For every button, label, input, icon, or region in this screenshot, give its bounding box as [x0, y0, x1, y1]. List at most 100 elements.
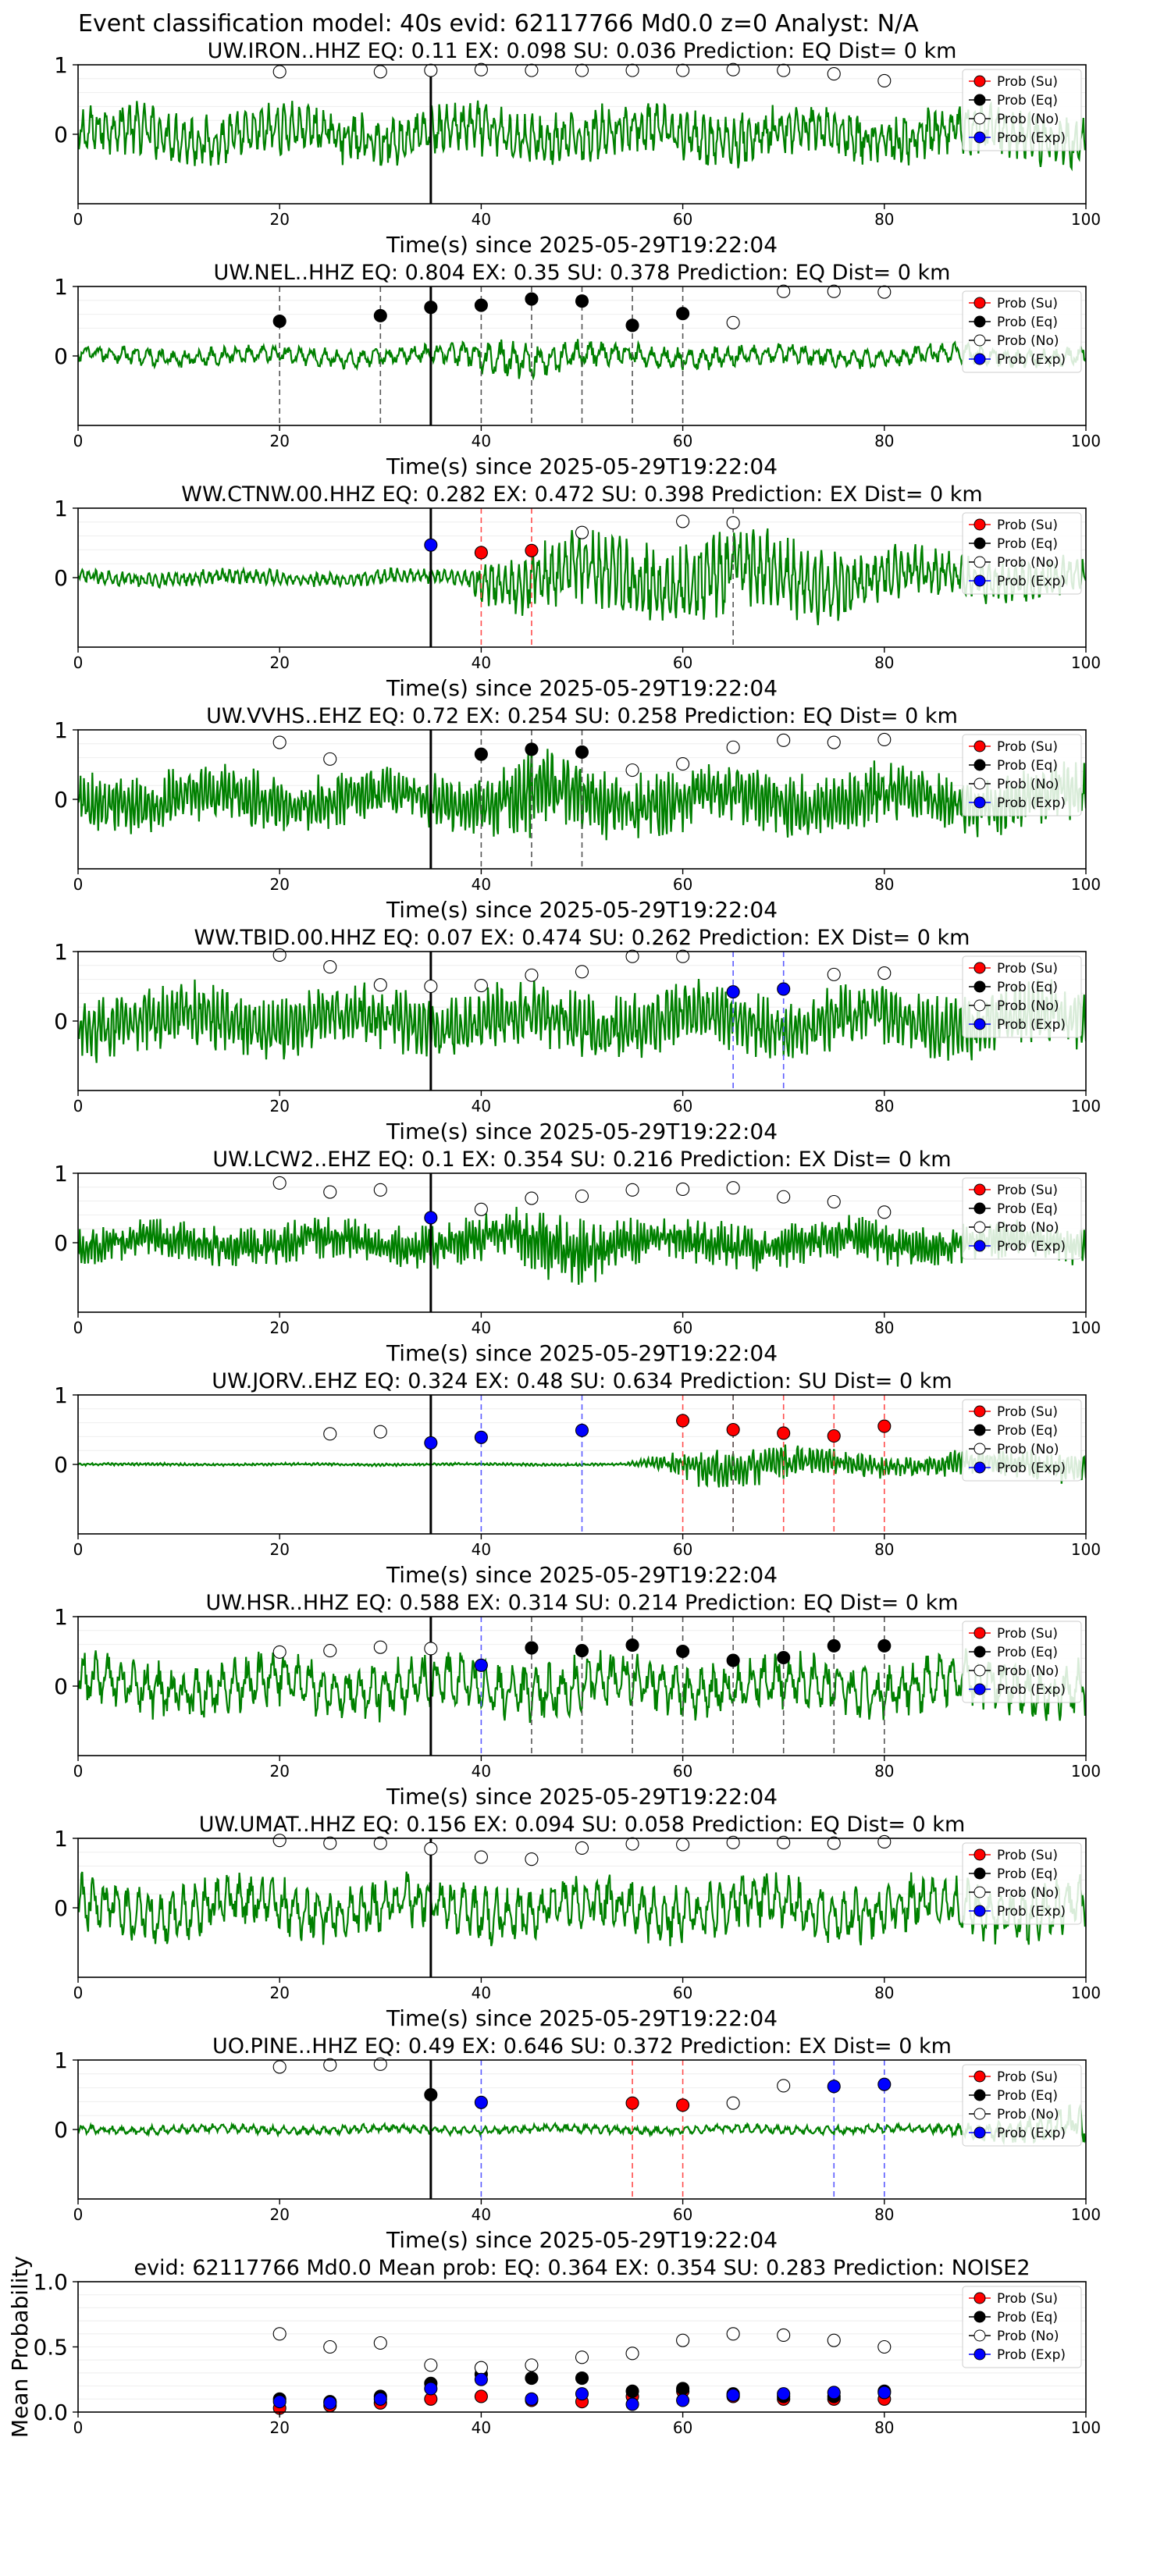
legend-marker	[973, 2089, 986, 2101]
legend: Prob (Su) Prob (Eq) Prob (No) Prob (Exp)	[962, 1399, 1082, 1482]
panel-6: UW.LCW2..EHZ EQ: 0.1 EX: 0.354 SU: 0.216…	[54, 1147, 1101, 1366]
waveform	[78, 1871, 1086, 1947]
legend: Prob (Su) Prob (Eq) Prob (No) Prob (Exp)	[962, 2286, 1082, 2368]
x-tick-label: 60	[673, 1984, 692, 2002]
panel-title: UW.UMAT..HHZ EQ: 0.156 EX: 0.094 SU: 0.0…	[199, 1813, 966, 1837]
point-no	[373, 1836, 387, 1850]
y-tick-label: 1	[54, 1382, 68, 1408]
legend: Prob (Su) Prob (Eq) Prob (No) Prob (Exp)	[962, 1621, 1082, 1703]
y-tick-label: 1	[54, 1161, 68, 1187]
legend-marker	[973, 2292, 986, 2304]
legend-box	[962, 290, 1082, 373]
point-no	[373, 978, 387, 992]
point-no	[726, 516, 740, 530]
panel-1: UW.IRON..HHZ EQ: 0.11 EX: 0.098 SU: 0.03…	[54, 39, 1101, 258]
x-tick-label: 40	[472, 875, 491, 894]
point-no	[474, 979, 488, 993]
y-tick-label: 0.5	[33, 2335, 68, 2361]
x-tick-label: 20	[269, 1540, 289, 1559]
point-no	[323, 960, 337, 974]
legend-box	[962, 1177, 1082, 1260]
point-exp	[474, 1658, 488, 1672]
point-no	[877, 1205, 892, 1219]
x-tick-label: 80	[874, 432, 894, 450]
y-tick-label: 0	[54, 1452, 68, 1478]
legend-marker	[973, 999, 986, 1012]
x-tick-label: 100	[1071, 1762, 1101, 1781]
point-no	[575, 2350, 589, 2364]
point-eq	[575, 1644, 589, 1658]
waveform	[78, 978, 1086, 1063]
legend-label: Prob (Exp)	[997, 2347, 1066, 2363]
legend-label: Prob (Exp)	[997, 574, 1066, 589]
x-axis-label: Time(s) since 2025-05-29T19:22:04	[386, 1340, 778, 1366]
legend-marker	[973, 1183, 986, 1196]
x-tick-label: 20	[269, 210, 289, 229]
point-exp	[474, 2095, 488, 2109]
x-tick-label: 80	[874, 210, 894, 229]
point-eq	[525, 292, 539, 306]
legend-marker	[973, 2311, 986, 2323]
point-eq	[424, 301, 438, 315]
point-eq	[777, 1650, 791, 1665]
point-exp	[877, 2077, 892, 2091]
legend-box	[962, 1621, 1082, 1703]
point-no	[726, 1181, 740, 1195]
legend-marker	[973, 1886, 986, 1898]
point-no	[525, 968, 539, 982]
y-tick-label: 1	[54, 1604, 68, 1630]
point-eq	[625, 2384, 639, 2398]
legend-label: Prob (No)	[997, 998, 1059, 1014]
x-tick-label: 40	[472, 653, 491, 672]
point-exp	[424, 1436, 438, 1450]
point-no	[625, 949, 639, 963]
legend-marker	[973, 1424, 986, 1436]
legend-marker	[973, 980, 986, 993]
x-tick-label: 100	[1071, 1984, 1101, 2002]
point-no	[323, 2339, 337, 2354]
point-no	[877, 2339, 892, 2354]
x-tick-label: 100	[1071, 653, 1101, 672]
legend-box	[962, 2286, 1082, 2368]
legend-marker	[973, 1664, 986, 1677]
panel-title: UW.VVHS..EHZ EQ: 0.72 EX: 0.254 SU: 0.25…	[206, 704, 958, 728]
x-tick-label: 60	[673, 1318, 692, 1337]
legend-label: Prob (Exp)	[997, 130, 1066, 146]
point-no	[827, 1836, 841, 1850]
legend-label: Prob (Su)	[997, 2291, 1058, 2307]
legend-marker	[973, 1683, 986, 1695]
point-exp	[474, 2372, 488, 2386]
x-tick-label: 0	[73, 1762, 84, 1781]
legend-label: Prob (Exp)	[997, 1239, 1066, 1254]
legend-marker	[973, 2108, 986, 2120]
legend-label: Prob (Exp)	[997, 2126, 1066, 2141]
legend-label: Prob (Exp)	[997, 1017, 1066, 1033]
x-tick-label: 80	[874, 1762, 894, 1781]
waveform	[78, 2104, 1086, 2146]
point-no	[625, 1837, 639, 1851]
legend-marker	[973, 2348, 986, 2361]
y-tick-label: 1	[54, 52, 68, 78]
point-eq	[474, 298, 488, 312]
legend-label: Prob (Su)	[997, 2069, 1058, 2085]
point-no	[777, 2328, 791, 2343]
x-tick-label: 60	[673, 875, 692, 894]
x-tick-label: 80	[874, 653, 894, 672]
point-exp	[575, 1423, 589, 1437]
y-tick-label: 1	[54, 2048, 68, 2073]
legend-label: Prob (No)	[997, 112, 1059, 127]
point-no	[575, 1189, 589, 1203]
legend-box	[962, 1842, 1082, 1925]
point-no	[877, 285, 892, 299]
x-axis-label: Time(s) since 2025-05-29T19:22:04	[386, 1562, 778, 1588]
point-exp	[726, 2388, 740, 2402]
x-tick-label: 0	[73, 1318, 84, 1337]
point-no	[424, 1642, 438, 1656]
legend-marker	[973, 2329, 986, 2342]
legend-label: Prob (No)	[997, 2329, 1059, 2344]
panel-title: WW.CTNW.00.HHZ EQ: 0.282 EX: 0.472 SU: 0…	[181, 482, 982, 507]
point-no	[827, 2333, 841, 2347]
point-exp	[877, 2386, 892, 2400]
legend-label: Prob (Exp)	[997, 1904, 1066, 1920]
